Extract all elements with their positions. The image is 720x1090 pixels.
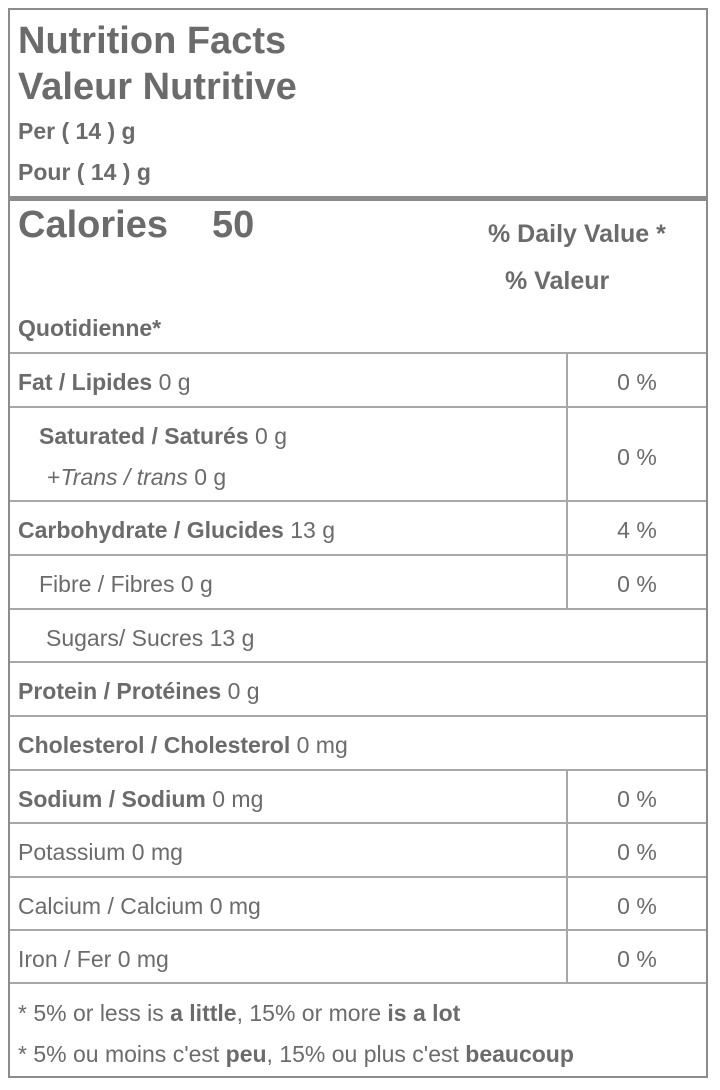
row-potassium: Potassium 0 mg xyxy=(18,839,183,865)
nutrition-facts-label: Nutrition Facts Valeur Nutritive Per ( 1… xyxy=(8,8,708,1078)
row-divider xyxy=(10,608,706,610)
trans-label: Trans / trans xyxy=(60,464,188,490)
daily-value-header-english: % Daily Value * xyxy=(488,220,666,248)
calcium-daily-value: 0 % xyxy=(617,893,657,919)
saturated-trans-daily-value: 0 % xyxy=(617,444,657,470)
fibre-daily-value: 0 % xyxy=(617,571,657,597)
fat-daily-value: 0 % xyxy=(617,369,657,395)
footnote-english-text: * 5% or less is xyxy=(18,1000,171,1026)
title-french: Valeur Nutritive xyxy=(18,66,297,108)
row-divider xyxy=(10,352,706,354)
row-divider xyxy=(10,500,706,502)
column-divider xyxy=(566,769,568,982)
row-saturated: Saturated / Saturés 0 g xyxy=(39,423,287,450)
row-fibre: Fibre / Fibres 0 g xyxy=(39,571,213,597)
thick-divider xyxy=(10,196,706,201)
row-divider xyxy=(10,661,706,663)
row-trans: +Trans / trans 0 g xyxy=(47,464,226,491)
column-divider xyxy=(566,352,568,608)
row-iron: Iron / Fer 0 mg xyxy=(18,946,169,972)
serving-size-english: Per ( 14 ) g xyxy=(18,118,136,144)
row-divider xyxy=(10,982,706,984)
saturated-label: Saturated / Saturés xyxy=(39,423,249,449)
calories-value: 50 xyxy=(212,204,255,246)
fat-label: Fat / Lipides xyxy=(18,369,153,395)
row-divider xyxy=(10,406,706,408)
footnote-english-emphasis: a little xyxy=(170,1000,237,1026)
trans-prefix: + xyxy=(47,464,61,490)
cholesterol-label: Cholesterol / Cholesterol xyxy=(18,732,291,758)
row-carbohydrate: Carbohydrate / Glucides 13 g xyxy=(18,517,335,544)
row-divider xyxy=(10,876,706,878)
footnote-english-emphasis: is a lot xyxy=(387,1000,461,1026)
footnote-english-text: , 15% or more xyxy=(236,1000,388,1026)
carbohydrate-label: Carbohydrate / Glucides xyxy=(18,517,284,543)
footnote-english: * 5% or less is a little, 15% or more is… xyxy=(18,1000,460,1027)
iron-daily-value: 0 % xyxy=(617,946,657,972)
row-divider xyxy=(10,554,706,556)
protein-label: Protein / Protéines xyxy=(18,678,222,704)
potassium-daily-value: 0 % xyxy=(617,839,657,865)
title-english: Nutrition Facts xyxy=(18,20,287,62)
row-fat: Fat / Lipides 0 g xyxy=(18,369,191,396)
fat-amount: 0 g xyxy=(152,369,191,395)
sodium-amount: 0 mg xyxy=(205,786,264,812)
carbohydrate-daily-value: 4 % xyxy=(617,517,657,543)
row-divider xyxy=(10,929,706,931)
protein-amount: 0 g xyxy=(221,678,260,704)
row-divider xyxy=(10,715,706,717)
row-divider xyxy=(10,822,706,824)
row-divider xyxy=(10,769,706,771)
footnote-french-text: , 15% ou plus c'est xyxy=(266,1041,466,1067)
row-protein: Protein / Protéines 0 g xyxy=(18,678,260,705)
daily-value-header-french-2: Quotidienne* xyxy=(18,315,162,341)
sodium-daily-value: 0 % xyxy=(617,786,657,812)
saturated-amount: 0 g xyxy=(248,423,288,449)
daily-value-header-french-1: % Valeur xyxy=(505,267,610,295)
footnote-french-emphasis: peu xyxy=(225,1041,267,1067)
trans-amount: 0 g xyxy=(187,464,227,490)
row-sugars: Sugars/ Sucres 13 g xyxy=(46,625,255,651)
sodium-label: Sodium / Sodium xyxy=(18,786,206,812)
row-cholesterol: Cholesterol / Cholesterol 0 mg xyxy=(18,732,348,759)
calories-label: Calories xyxy=(18,204,168,246)
footnote-french-text: * 5% ou moins c'est xyxy=(18,1041,226,1067)
serving-size-french: Pour ( 14 ) g xyxy=(18,159,151,185)
footnote-french: * 5% ou moins c'est peu, 15% ou plus c'e… xyxy=(18,1041,574,1068)
row-sodium: Sodium / Sodium 0 mg xyxy=(18,786,263,813)
carbohydrate-amount: 13 g xyxy=(283,517,336,543)
footnote-french-emphasis: beaucoup xyxy=(465,1041,574,1067)
cholesterol-amount: 0 mg xyxy=(290,732,348,758)
row-calcium: Calcium / Calcium 0 mg xyxy=(18,893,261,919)
